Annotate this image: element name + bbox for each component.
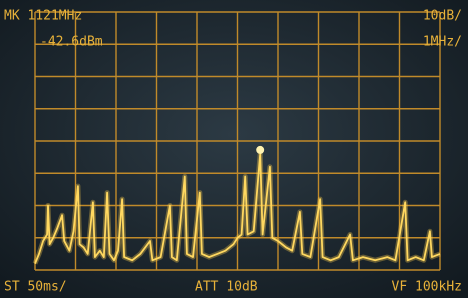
marker-dot bbox=[256, 146, 264, 154]
span-scale: 1MHz/ bbox=[423, 35, 462, 50]
marker-level: -42.6dBm bbox=[40, 35, 103, 50]
reference-scale: 10dB/ bbox=[423, 9, 462, 24]
analyzer-screen: MK 1121MHz -42.6dBm 10dB/ 1MHz/ ST 50ms/… bbox=[0, 0, 468, 298]
sweep-time: ST 50ms/ bbox=[4, 280, 67, 295]
marker-frequency: MK 1121MHz bbox=[4, 9, 82, 24]
video-filter: VF 100kHz bbox=[392, 280, 462, 295]
attenuation: ATT 10dB bbox=[195, 280, 258, 295]
